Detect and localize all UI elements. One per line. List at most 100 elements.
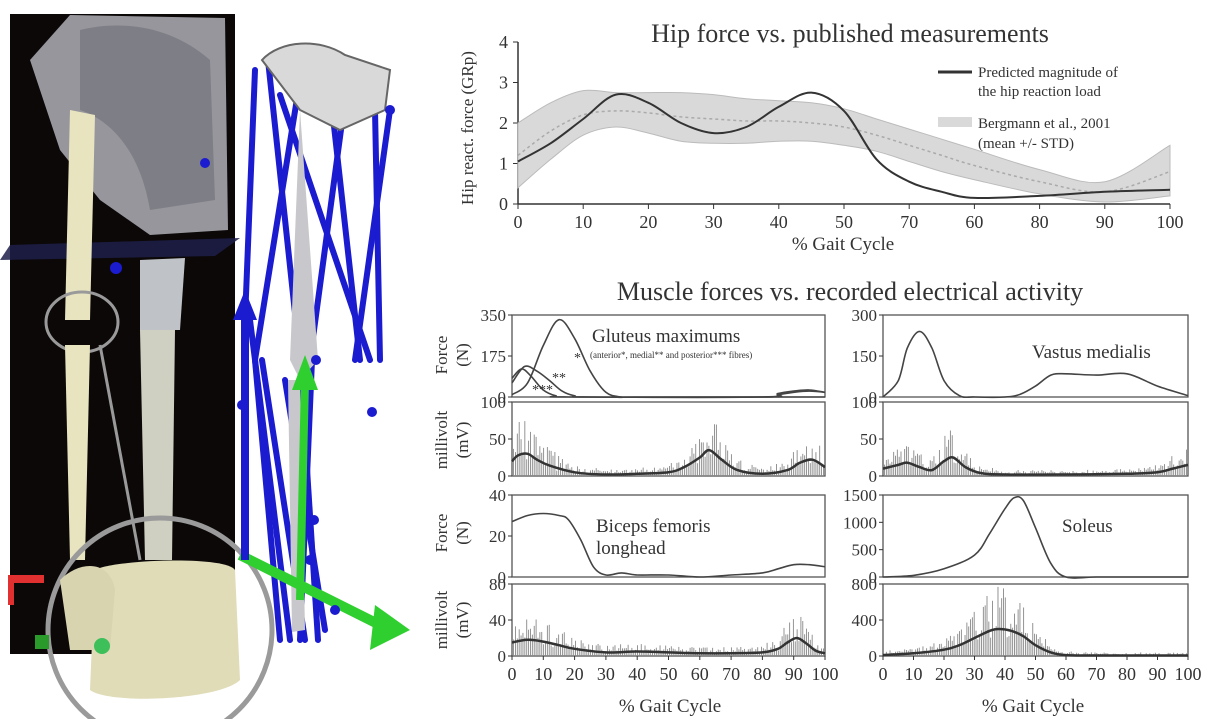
- hip-y-tick-label: 0: [499, 194, 508, 214]
- legend-bergmann-line2: (mean +/- STD): [978, 136, 1074, 152]
- x-tick-label: 10: [905, 664, 923, 684]
- hip-x-tick-label: 60: [965, 212, 983, 232]
- gluteus-force-panel: 0 175 350: [481, 306, 826, 407]
- x-tick-label: 90: [1149, 664, 1167, 684]
- y-tick-label: 150: [852, 347, 878, 366]
- hip-chart-title: Hip force vs. published measurements: [651, 19, 1049, 48]
- emg-envelope-line: [882, 627, 1189, 657]
- gluteus-force-ylabel-unit: (N): [453, 343, 472, 367]
- y-tick-label: 100: [481, 393, 507, 412]
- x-tick-label: 0: [879, 664, 888, 684]
- hip-chart-ylabel: Hip react. force (GRp): [458, 51, 477, 205]
- hip-x-tick-label: 50: [835, 212, 853, 232]
- biceps-label-line1: Biceps femoris: [596, 516, 711, 537]
- hip-chart-xlabel: % Gait Cycle: [792, 234, 894, 255]
- y-tick-label: 800: [852, 575, 878, 594]
- soleus-label: Soleus: [1062, 516, 1113, 537]
- x-tick-label: 30: [597, 664, 615, 684]
- x-tick-label: 10: [534, 664, 552, 684]
- force-line: [882, 495, 1188, 579]
- force-line: [511, 512, 826, 578]
- y-tick-label: 1000: [843, 513, 877, 532]
- predicted-hip-force-line: [517, 91, 1171, 200]
- hip-x-tick-label: 80: [1031, 212, 1049, 232]
- gluteus-star-anterior: *: [574, 351, 581, 366]
- x-tick-label: 20: [935, 664, 953, 684]
- x-tick-label: 80: [753, 664, 771, 684]
- legend-predicted-line2: the hip reaction load: [978, 84, 1101, 100]
- hip-x-tick-label: 20: [639, 212, 657, 232]
- x-tick-label: 40: [628, 664, 646, 684]
- hip-x-tick-label: 90: [1096, 212, 1114, 232]
- right-xlabel: % Gait Cycle: [982, 696, 1084, 717]
- vastus-emg-panel: 0 50 100: [852, 393, 1189, 486]
- gluteus-note: (anterior*, medial** and posterior*** fi…: [590, 350, 752, 360]
- x-tick-label: 100: [812, 664, 839, 684]
- soleus-emg-panel: 0 400 800 0 10 20 30 40 50 60 70 80 90 100: [852, 575, 1202, 684]
- panel-frame: [882, 401, 1189, 477]
- y-tick-label: 0: [498, 467, 507, 486]
- force-line: [882, 330, 1189, 399]
- gluteus-emg-panel: 0 50 100: [481, 393, 826, 486]
- x-tick-label: 40: [996, 664, 1014, 684]
- y-tick-label: 0: [869, 647, 878, 666]
- y-tick-label: 40: [489, 611, 506, 630]
- y-tick-label: 80: [489, 575, 506, 594]
- hip-x-tick-label: 70: [900, 212, 918, 232]
- panel-frame: [882, 494, 1189, 578]
- x-tick-label: 50: [660, 664, 678, 684]
- hip-x-tick-label: 100: [1157, 212, 1184, 232]
- gluteus-emg-ylabel-unit: (mV): [453, 422, 472, 459]
- legend-bergmann-line1: Bergmann et al., 2001: [978, 116, 1111, 132]
- hip-y-tick-label: 2: [499, 113, 508, 133]
- y-tick-label: 0: [498, 647, 507, 666]
- hip-x-tick-label: 30: [705, 212, 723, 232]
- biceps-emg-ylabel-unit: (mV): [453, 602, 472, 639]
- x-tick-label: 60: [1057, 664, 1075, 684]
- x-tick-label: 20: [566, 664, 584, 684]
- hip-legend: Predicted magnitude of the hip reaction …: [938, 65, 1118, 152]
- biceps-emg-panel: 0 40 80 0 10 20 30 40 50 60 70 80 90 100: [489, 575, 839, 684]
- hip-x-tick-label: 0: [514, 212, 523, 232]
- x-tick-label: 70: [722, 664, 740, 684]
- vastus-label: Vastus medialis: [1032, 342, 1151, 363]
- emg-envelope-line: [882, 456, 1189, 476]
- y-tick-label: 175: [481, 347, 507, 366]
- gluteus-star-posterior: ***: [532, 383, 553, 398]
- y-tick-label: 300: [852, 306, 878, 325]
- gluteus-star-medial: **: [552, 371, 566, 386]
- y-tick-label: 0: [869, 568, 878, 587]
- x-tick-label: 80: [1118, 664, 1136, 684]
- bergmann-mean-line: [517, 110, 1171, 193]
- y-tick-label: 0: [869, 467, 878, 486]
- leg-model-illustration: [0, 0, 430, 719]
- y-tick-label: 0: [498, 568, 507, 587]
- y-tick-label: 500: [852, 541, 878, 560]
- gluteus-force-ylabel: Force: [432, 336, 451, 375]
- y-tick-label: 50: [860, 430, 877, 449]
- y-tick-label: 20: [489, 527, 506, 546]
- muscle-section-title: Muscle forces vs. recorded electrical ac…: [617, 277, 1083, 306]
- y-tick-label: 1500: [843, 486, 877, 505]
- legend-predicted-line1: Predicted magnitude of: [978, 65, 1118, 81]
- bergmann-std-band: [517, 89, 1171, 203]
- y-tick-label: 50: [489, 430, 506, 449]
- x-tick-label: 90: [785, 664, 803, 684]
- y-tick-label: 40: [489, 486, 506, 505]
- biceps-label-line2: longhead: [596, 538, 666, 559]
- x-tick-label: 0: [508, 664, 517, 684]
- soleus-force-panel: 0 500 1000 1500: [843, 486, 1189, 587]
- biceps-emg-ylabel: millivolt: [432, 590, 451, 649]
- x-tick-label: 100: [1175, 664, 1202, 684]
- x-tick-label: 30: [966, 664, 984, 684]
- hip-y-tick-label: 4: [499, 32, 508, 52]
- y-tick-label: 0: [498, 388, 507, 407]
- hip-y-tick-label: 3: [499, 73, 508, 93]
- gluteus-emg-ylabel: millivolt: [432, 410, 451, 469]
- left-xlabel: % Gait Cycle: [619, 696, 721, 717]
- y-tick-label: 100: [852, 393, 878, 412]
- x-tick-label: 70: [1088, 664, 1106, 684]
- hip-x-tick-label: 40: [770, 212, 788, 232]
